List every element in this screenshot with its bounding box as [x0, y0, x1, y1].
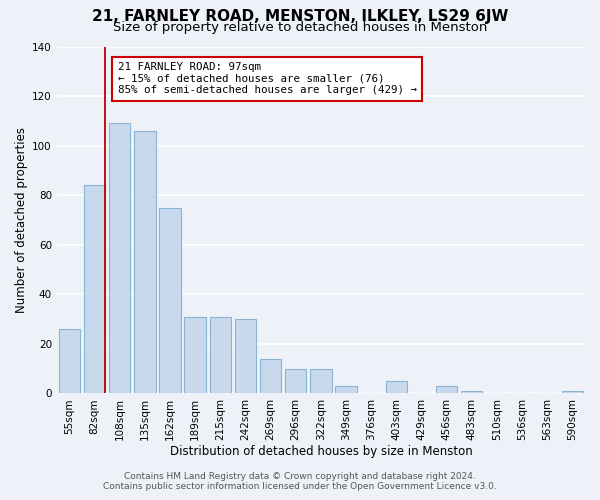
Y-axis label: Number of detached properties: Number of detached properties [15, 127, 28, 313]
Bar [260, 358, 281, 394]
Bar [386, 381, 407, 394]
Text: 21, FARNLEY ROAD, MENSTON, ILKLEY, LS29 6JW: 21, FARNLEY ROAD, MENSTON, ILKLEY, LS29 … [92, 9, 508, 24]
Bar [109, 124, 130, 394]
Text: 21 FARNLEY ROAD: 97sqm
← 15% of detached houses are smaller (76)
85% of semi-det: 21 FARNLEY ROAD: 97sqm ← 15% of detached… [118, 62, 416, 96]
X-axis label: Distribution of detached houses by size in Menston: Distribution of detached houses by size … [170, 444, 472, 458]
Bar [235, 319, 256, 394]
Bar [436, 386, 457, 394]
Bar [134, 130, 155, 394]
Bar [84, 185, 105, 394]
Bar [209, 316, 231, 394]
Bar [335, 386, 357, 394]
Text: Size of property relative to detached houses in Menston: Size of property relative to detached ho… [113, 21, 487, 34]
Bar [59, 329, 80, 394]
Bar [159, 208, 181, 394]
Bar [310, 368, 332, 394]
Bar [184, 316, 206, 394]
Bar [562, 391, 583, 394]
Text: Contains HM Land Registry data © Crown copyright and database right 2024.
Contai: Contains HM Land Registry data © Crown c… [103, 472, 497, 491]
Bar [285, 368, 307, 394]
Bar [461, 391, 482, 394]
